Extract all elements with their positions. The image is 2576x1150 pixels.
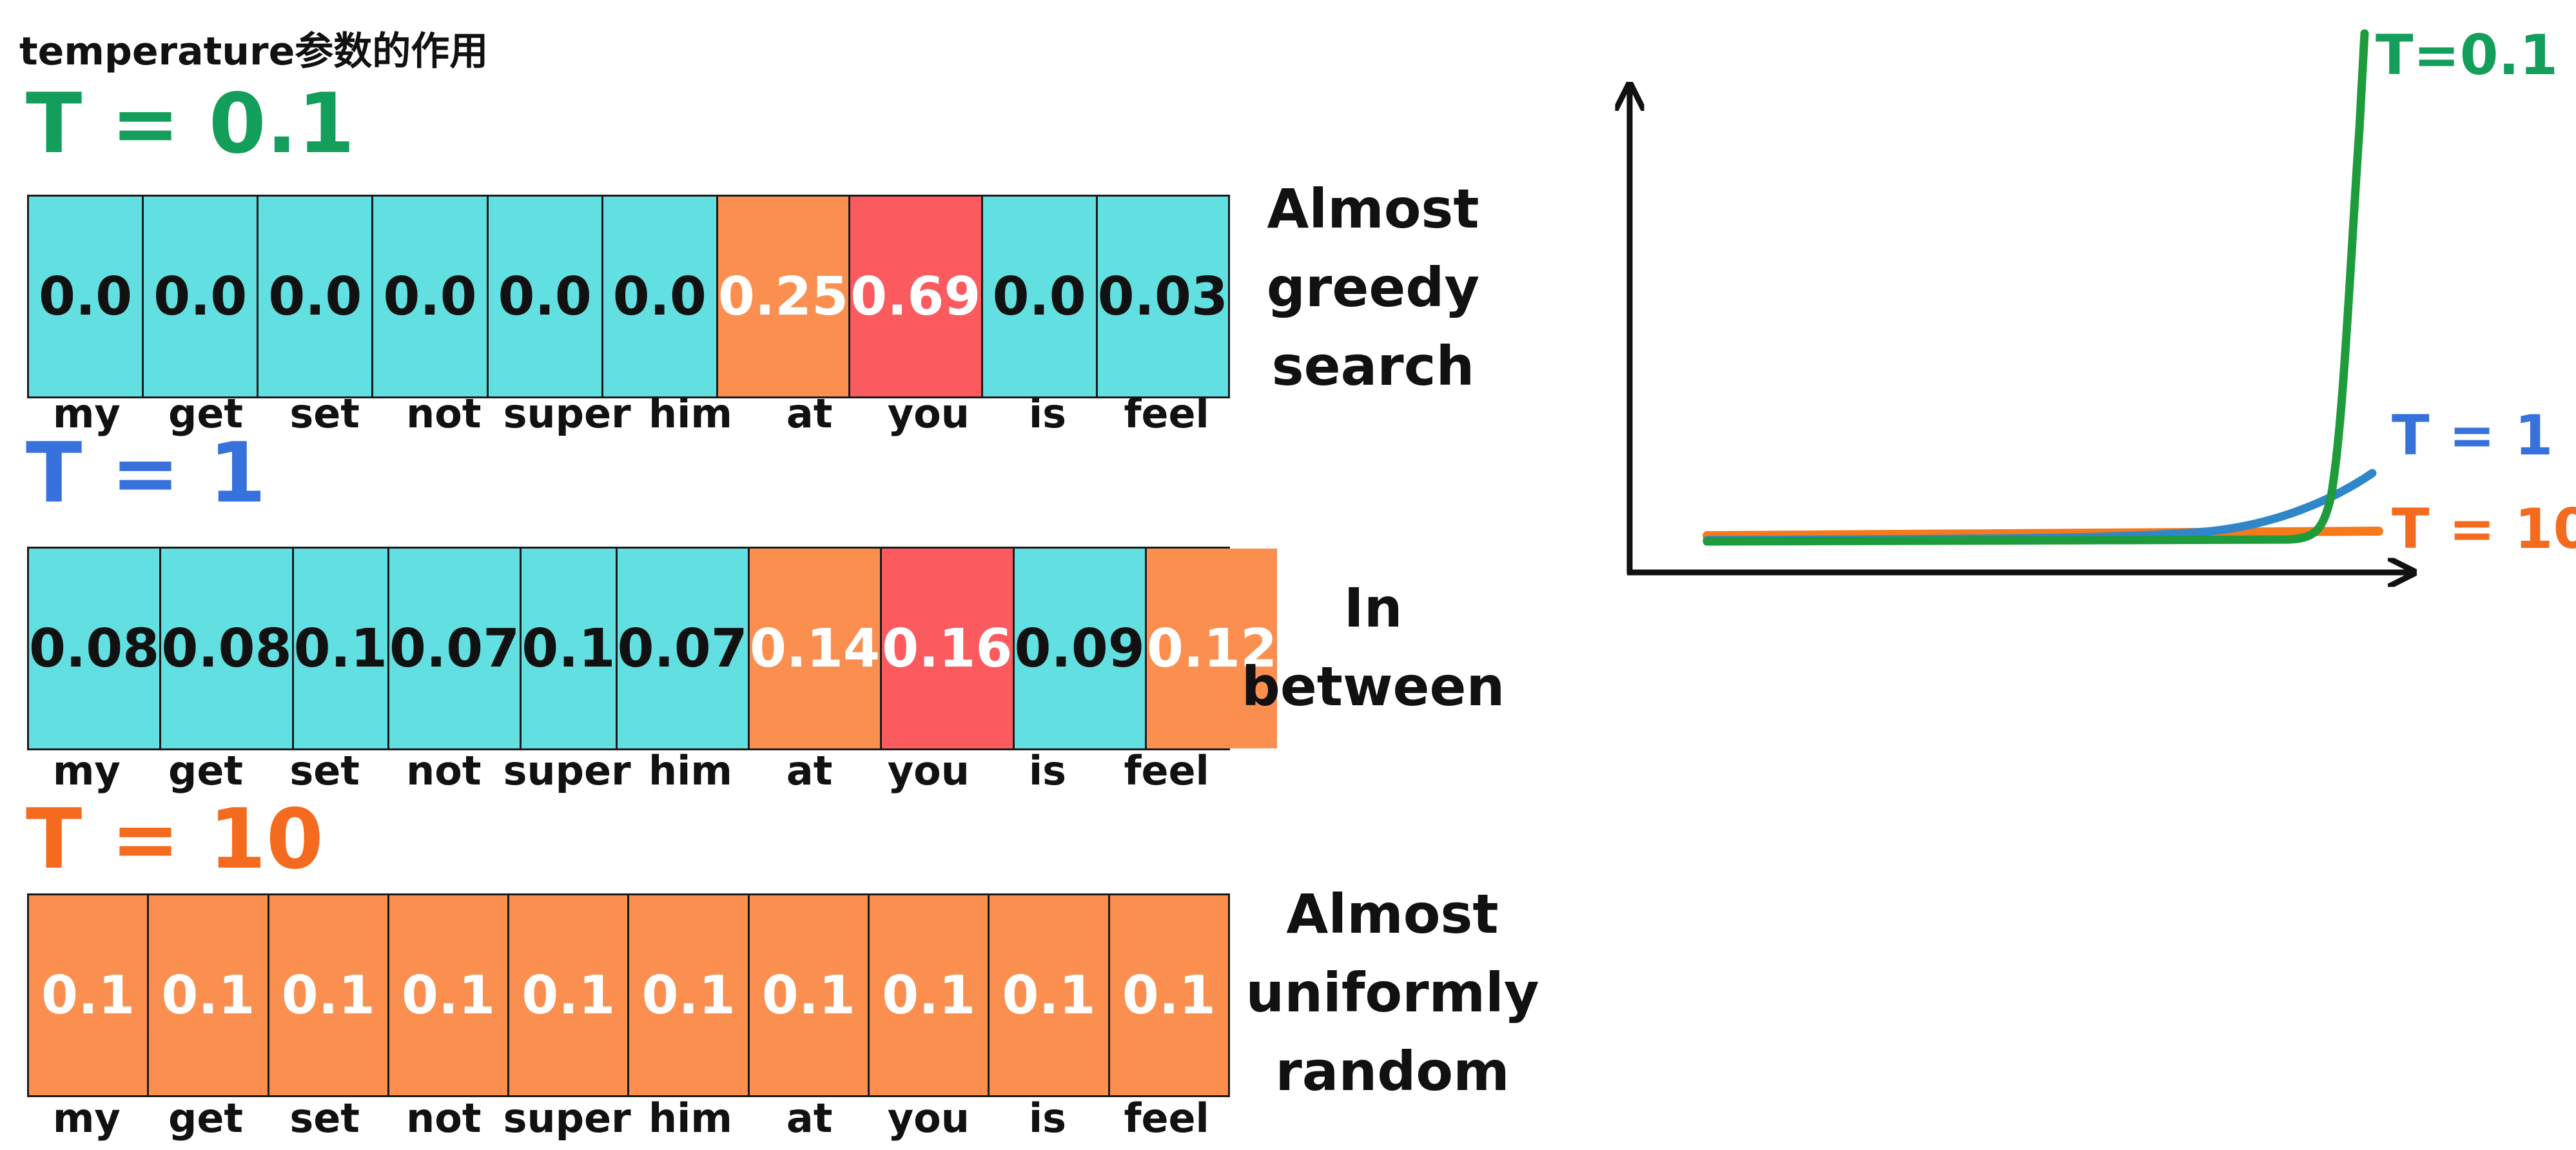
token-label-get: get [168, 390, 244, 437]
token-label-him: him [649, 390, 733, 437]
temperature-curve-chart: T=0.1 T = 1 T = 10 [1573, 26, 2576, 606]
probability-cell-set: 0.0 [259, 197, 374, 396]
token-label-you: you [887, 390, 970, 437]
probability-grid-t-0-1: 0.0 0.0 0.0 0.0 0.0 0.0 0.25 0.69 0.0 0.03 [27, 195, 1230, 398]
page-title: temperature参数的作用 [19, 29, 489, 74]
probability-cell-at: 0.25 [717, 197, 851, 396]
probability-cell-feel: 0.12 [1146, 549, 1278, 748]
token-label-at: at [786, 747, 833, 794]
token-label-my: my [52, 390, 121, 437]
section-title-t-0-1: T = 0.1 [26, 76, 355, 172]
probability-cell-super: 0.0 [488, 197, 603, 396]
curve-t-10 [1703, 527, 2383, 540]
token-label-him: him [649, 1095, 733, 1142]
token-label-him: him [649, 747, 733, 794]
curve-label-t-0-1: T=0.1 [2376, 26, 2558, 88]
token-label-not: not [406, 1095, 482, 1142]
token-label-at: at [786, 1095, 833, 1142]
token-label-get: get [168, 747, 244, 794]
token-label-my: my [52, 1095, 121, 1142]
token-label-set: set [289, 747, 360, 794]
probability-cell-my: 0.0 [29, 197, 144, 396]
token-label-super: super [503, 747, 631, 794]
probability-cell-you: 0.1 [870, 895, 990, 1095]
probability-cell-feel: 0.03 [1097, 197, 1228, 396]
section-description-t-1: In between [1241, 576, 1505, 718]
token-label-is: is [1028, 747, 1067, 794]
probability-cell-set: 0.1 [269, 895, 389, 1095]
curve-label-t-10: T = 10 [2392, 497, 2576, 561]
curve-t-0-1 [1703, 29, 2369, 546]
probability-cell-my: 0.08 [29, 549, 162, 748]
probability-cell-not: 0.07 [389, 549, 522, 748]
probability-cell-at: 0.1 [749, 895, 870, 1095]
token-label-you: you [887, 747, 970, 794]
curve-label-t-1: T = 1 [2392, 404, 2553, 468]
probability-cell-is: 0.09 [1014, 549, 1147, 748]
token-label-get: get [168, 1095, 244, 1142]
probability-cell-get: 0.08 [161, 549, 294, 748]
probability-cell-super: 0.1 [509, 895, 630, 1095]
word-row-t-0-1: my get set not super him at you is feel [27, 388, 1226, 440]
probability-cell-set: 0.1 [293, 549, 389, 748]
probability-cell-feel: 0.1 [1109, 895, 1228, 1095]
token-label-feel: feel [1124, 1095, 1209, 1142]
probability-grid-t-10: 0.1 0.1 0.1 0.1 0.1 0.1 0.1 0.1 0.1 0.1 [27, 893, 1230, 1097]
token-label-not: not [406, 390, 482, 437]
probability-grid-t-1: 0.08 0.08 0.1 0.07 0.1 0.07 0.14 0.16 0.09 0.12 [27, 547, 1278, 750]
probability-cell-my: 0.1 [29, 895, 150, 1095]
section-description-t-10: Almost uniformly random [1245, 882, 1539, 1103]
word-row-t-1: my get set not super him at you is feel [27, 745, 1226, 797]
probability-cell-not: 0.0 [373, 197, 489, 396]
probability-cell-him: 0.0 [603, 197, 718, 396]
probability-cell-get: 0.0 [144, 197, 259, 396]
token-label-set: set [289, 390, 360, 437]
word-row-t-10: my get set not super him at you is feel [27, 1093, 1226, 1144]
probability-cell-you: 0.69 [850, 197, 983, 396]
probability-cell-not: 0.1 [389, 895, 510, 1095]
section-title-t-10: T = 10 [26, 792, 324, 888]
token-label-you: you [887, 1095, 970, 1142]
token-label-super: super [503, 1095, 631, 1142]
token-label-feel: feel [1124, 390, 1209, 437]
section-description-t-0-1: Almost greedy search [1266, 177, 1480, 398]
token-label-feel: feel [1124, 747, 1209, 794]
token-label-set: set [289, 1095, 360, 1142]
token-label-not: not [406, 747, 482, 794]
token-label-my: my [52, 747, 121, 794]
probability-cell-him: 0.07 [617, 549, 750, 748]
probability-cell-get: 0.1 [149, 895, 269, 1095]
probability-cell-you: 0.16 [882, 549, 1015, 748]
probability-cell-at: 0.14 [749, 549, 883, 748]
probability-cell-is: 0.0 [982, 197, 1098, 396]
token-label-is: is [1028, 1095, 1067, 1142]
token-label-is: is [1028, 390, 1067, 437]
probability-cell-super: 0.1 [522, 549, 618, 748]
token-label-at: at [786, 390, 833, 437]
token-label-super: super [503, 390, 631, 437]
probability-cell-him: 0.1 [629, 895, 750, 1095]
probability-cell-is: 0.1 [990, 895, 1110, 1095]
section-title-t-1: T = 1 [26, 425, 266, 521]
